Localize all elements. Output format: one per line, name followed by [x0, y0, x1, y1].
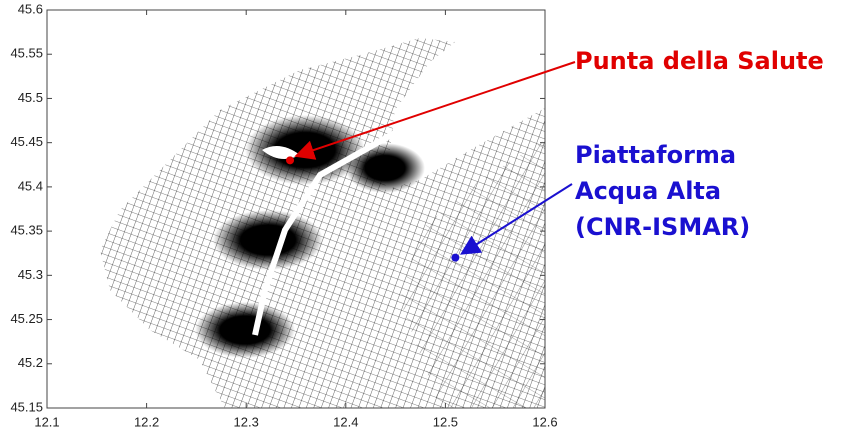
y-tick-label: 45.4: [18, 178, 43, 193]
annotation: Punta della Salute: [575, 47, 824, 75]
annotation: Piattaforma: [575, 141, 736, 169]
x-tick-label: 12.1: [34, 414, 59, 429]
mesh: [100, 38, 545, 408]
y-tick-label: 45.35: [10, 223, 43, 238]
annotation: (CNR-ISMAR): [575, 213, 750, 241]
x-tick-label: 12.5: [433, 414, 458, 429]
y-tick-label: 45.3: [18, 267, 43, 282]
x-tick-label: 12.2: [134, 414, 159, 429]
point: [286, 156, 294, 164]
y-tick-label: 45.15: [10, 399, 43, 414]
x-tick-label: 12.3: [234, 414, 259, 429]
y-tick-label: 45.2: [18, 355, 43, 370]
chart: 12.1 12.2 12.3 12.4 12.5 12.6 45.15 45.2 45.25 45…: [0, 0, 857, 433]
y-tick-label: 45.55: [10, 46, 43, 61]
y-tick-label: 45.6: [18, 1, 43, 16]
y-tick-label: 45.45: [10, 134, 43, 149]
page: 12.1 12.2 12.3 12.4 12.5 12.6 45.15 45.2 45.25 45…: [0, 0, 857, 433]
y-tick-label: 45.25: [10, 311, 43, 326]
y-tick-label: 45.5: [18, 90, 43, 105]
annotation: Acqua Alta: [575, 177, 721, 205]
x-tick-label: 12.6: [532, 414, 557, 429]
x-tick-label: 12.4: [333, 414, 358, 429]
point: [451, 254, 459, 262]
